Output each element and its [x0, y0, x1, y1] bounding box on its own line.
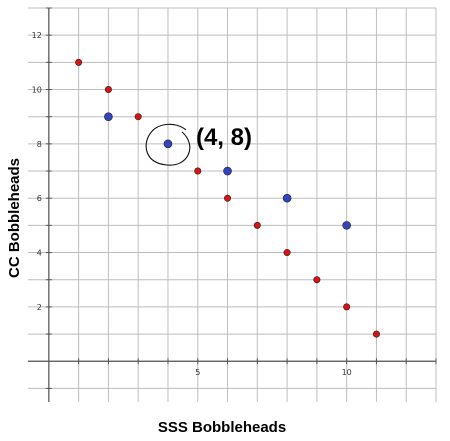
data-point	[283, 249, 291, 257]
y-tick-label: 4	[37, 249, 42, 258]
data-point	[372, 330, 380, 338]
y-axis-ticks: 2 4 6 8 10 12	[32, 7, 52, 389]
hand-drawn-circle	[145, 123, 191, 166]
x-tick-label: 5	[195, 368, 200, 377]
annotations: (4, 8)	[145, 123, 252, 166]
data-point	[194, 167, 202, 175]
x-axis-ticks: 5 10	[78, 358, 437, 377]
x-tick-label: 10	[342, 368, 352, 377]
y-tick-label: 10	[32, 86, 42, 95]
data-point	[75, 58, 83, 66]
data-point	[104, 86, 112, 94]
data-point	[163, 139, 173, 149]
y-axis-title: CC Bobbleheads	[6, 158, 23, 278]
data-point	[313, 276, 321, 284]
data-point	[282, 193, 292, 203]
x-axis-title: SSS Bobbleheads	[158, 419, 286, 436]
grid	[28, 7, 437, 402]
data-point	[223, 166, 232, 176]
data-point	[134, 113, 142, 121]
data-point	[224, 194, 232, 202]
data-point	[342, 221, 351, 230]
data-point	[253, 221, 261, 229]
data-point	[104, 112, 113, 121]
y-tick-label: 2	[37, 303, 42, 312]
y-tick-label: 8	[37, 140, 42, 149]
y-tick-label: 12	[32, 31, 42, 40]
y-tick-label: 6	[37, 194, 42, 203]
point-annotation: (4, 8)	[196, 124, 252, 151]
data-points	[75, 58, 380, 338]
data-point	[343, 303, 351, 311]
